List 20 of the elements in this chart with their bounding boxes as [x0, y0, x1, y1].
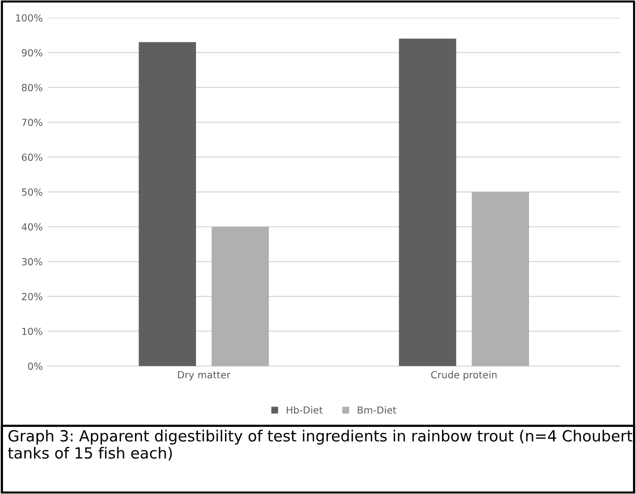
- x-tick-label: Dry matter: [178, 371, 230, 380]
- y-tick-label: 40%: [22, 223, 42, 231]
- y-tick-label: 30%: [22, 258, 42, 266]
- y-tick-label: 100%: [16, 14, 42, 22]
- y-tick-label: 70%: [22, 118, 42, 126]
- y-tick-label: 10%: [22, 328, 42, 336]
- caption: Graph 3: Apparent digestibility of test ingredients in rainbow trout (n=4 Choubert tanks of 15 fish each): [8, 430, 632, 461]
- y-tick-label: 20%: [22, 292, 42, 300]
- legend-label: Bm-Diet: [358, 406, 396, 414]
- y-tick-label: 90%: [22, 49, 42, 56]
- y-tick-label: 80%: [22, 84, 42, 92]
- y-tick-label: 60%: [22, 154, 42, 161]
- bar: [138, 42, 196, 366]
- y-tick-label: 0%: [28, 362, 42, 370]
- y-tick-label: 50%: [22, 188, 42, 196]
- legend-label: Hb-Diet: [286, 406, 323, 414]
- bar: [212, 226, 269, 366]
- bar: [398, 38, 456, 366]
- x-tick-label: Crude protein: [431, 370, 497, 380]
- bar: [472, 192, 530, 366]
